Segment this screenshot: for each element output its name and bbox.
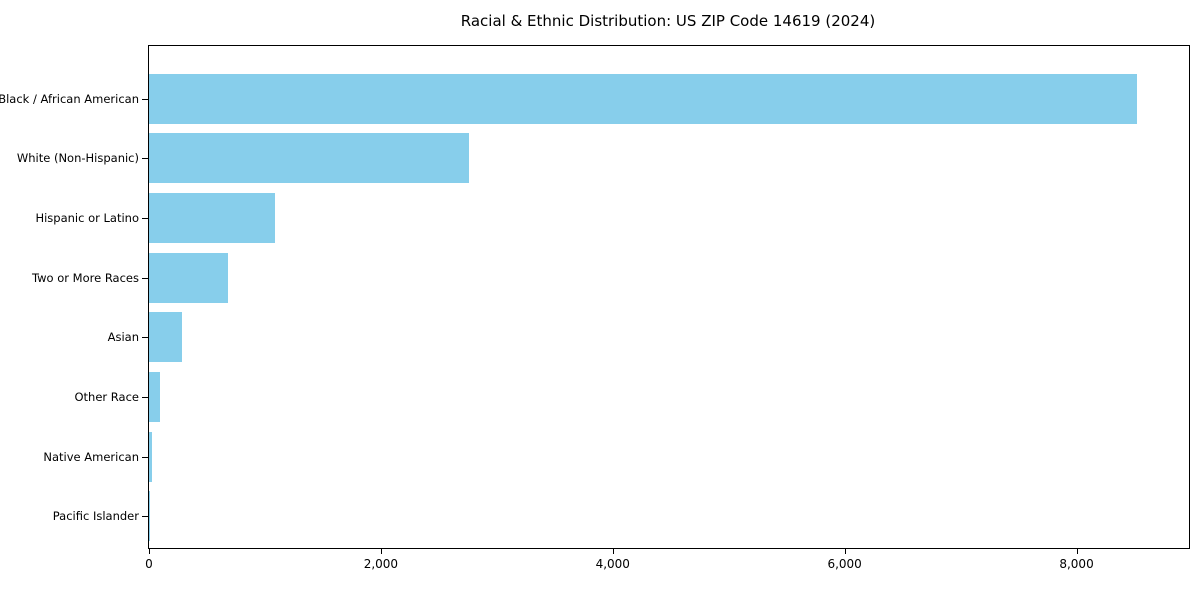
y-axis-tick: [142, 516, 148, 518]
x-axis-tick-label: 2,000: [363, 557, 399, 571]
x-axis-tick: [844, 549, 846, 554]
bar: [149, 372, 160, 423]
x-axis-tick-label: 4,000: [595, 557, 630, 571]
y-axis-label: White (Non-Hispanic): [16, 151, 139, 166]
y-axis-label: Asian: [107, 330, 139, 345]
x-axis-tick: [380, 549, 382, 554]
y-axis-label: Other Race: [74, 390, 140, 405]
y-axis-label: Black / African American: [0, 91, 139, 106]
bar: [149, 252, 228, 303]
y-axis-tick: [142, 217, 148, 219]
bar: [149, 73, 1137, 124]
y-axis-tick: [142, 456, 148, 458]
x-axis-tick-label: 8,000: [1059, 557, 1094, 571]
y-axis-tick: [142, 397, 148, 399]
bar: [149, 491, 150, 542]
y-axis-tick: [142, 98, 148, 100]
y-axis-tick: [142, 277, 148, 279]
bar: [149, 431, 152, 482]
y-axis-label: Hispanic or Latino: [35, 210, 139, 225]
y-axis-label: Pacific Islander: [52, 509, 139, 524]
x-axis-tick: [1076, 549, 1078, 554]
x-axis-tick-label: 6,000: [827, 557, 862, 571]
chart-title: Racial & Ethnic Distribution: US ZIP Cod…: [460, 12, 876, 30]
bar: [149, 133, 469, 184]
plot-area: Black / African American White (Non-Hispa…: [0, 45, 1190, 571]
bar: [149, 192, 276, 243]
y-axis-tick: [142, 158, 148, 160]
y-axis-label: Two or More Races: [32, 270, 139, 285]
y-axis-tick: [142, 337, 148, 339]
x-axis-tick: [612, 549, 614, 554]
bar: [149, 312, 183, 363]
y-axis-label: Native American: [43, 449, 139, 464]
x-axis-tick: [149, 549, 150, 554]
x-axis-tick-label: 0: [145, 557, 153, 571]
